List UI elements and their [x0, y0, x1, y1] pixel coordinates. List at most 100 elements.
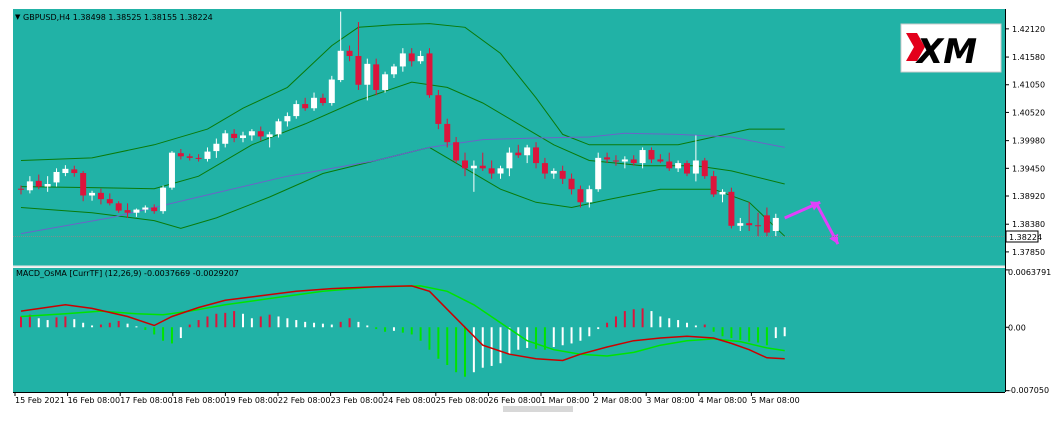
candle-body: [151, 207, 158, 212]
osma-bar: [304, 321, 307, 328]
price-scale: [1005, 9, 1057, 392]
candle-body: [248, 131, 255, 136]
osma-bar: [623, 311, 626, 328]
candle: [373, 58, 380, 96]
price-tick-label: 1.39450: [1012, 164, 1045, 173]
time-tick-label: 3 Mar 08:00: [646, 396, 694, 405]
osma-bar: [765, 327, 768, 346]
osma-bar: [659, 316, 662, 328]
osma-bar: [481, 327, 484, 368]
osma-bar: [570, 327, 573, 344]
candle: [586, 185, 593, 208]
osma-bar: [641, 308, 644, 328]
candle: [559, 165, 566, 184]
candle: [710, 170, 717, 198]
candle: [275, 118, 282, 138]
osma-bar: [632, 309, 635, 328]
candle-body: [772, 217, 779, 232]
osma-bar: [108, 322, 111, 328]
price-tick-label: 1.42120: [1012, 25, 1045, 34]
osma-bar: [242, 313, 244, 328]
candle-body: [612, 160, 619, 162]
price-axis-ticks: 1.42120 1.41580 1.41050 1.40520 1.39980 1.394…: [1005, 25, 1051, 395]
osma-bar: [64, 316, 67, 328]
osma-bar: [455, 327, 458, 373]
candle-body: [53, 171, 60, 183]
candle-body: [213, 143, 220, 152]
candle-body: [124, 210, 131, 213]
candle: [186, 153, 193, 161]
candle-body: [328, 79, 335, 104]
forecast-arrows: [784, 200, 840, 245]
horizontal-scrollbar-thumb[interactable]: [503, 406, 573, 412]
candle-body: [266, 134, 273, 137]
osma-tick-label: 0.00: [1008, 323, 1026, 332]
osma-bar: [774, 327, 777, 339]
candle-body: [337, 50, 344, 81]
candle: [328, 75, 335, 106]
candle: [106, 193, 113, 206]
osma-bar: [517, 327, 520, 350]
candle-body: [675, 163, 682, 169]
candle-body: [630, 159, 637, 164]
candle: [746, 202, 753, 232]
symbol-header: GBPUSD,H4 1.38498 1.38525 1.38155 1.3822…: [23, 13, 213, 22]
candle: [630, 155, 637, 166]
candle: [240, 131, 246, 143]
candle: [53, 168, 60, 187]
candle-body: [115, 203, 122, 211]
candle: [470, 160, 477, 192]
osma-bar: [783, 327, 786, 337]
chevron-down-icon[interactable]: ▼: [15, 13, 21, 21]
candle-body: [621, 159, 628, 162]
price-tick-label: 1.38380: [1012, 220, 1045, 229]
candle-body: [746, 223, 753, 226]
candle-body: [195, 157, 202, 159]
candle-body: [240, 135, 246, 139]
osma-bar: [117, 320, 120, 328]
time-axis-ticks: 15 Feb 2021 16 Feb 08:00 17 Feb 08:00 18 Fe…: [14, 392, 800, 405]
osma-bar: [357, 321, 360, 328]
osma-bar: [375, 327, 378, 330]
osma-bar: [757, 327, 760, 343]
time-tick-label: 15 Feb 2021: [15, 396, 65, 405]
osma-bar: [20, 316, 22, 328]
candle: [311, 92, 318, 111]
macd-line: [20, 285, 785, 362]
time-tick-label: 24 Feb 08:00: [383, 396, 435, 405]
candle: [648, 147, 655, 164]
osma-bar: [490, 327, 493, 366]
osma-bar: [224, 312, 227, 328]
candle: [524, 144, 531, 164]
candle-body: [399, 53, 406, 67]
candle-body: [515, 152, 522, 156]
osma-header: MACD_OsMA [CurrTF] (12,26,9) -0.0037669 …: [16, 269, 239, 278]
osma-bar: [295, 320, 298, 328]
candle-body: [160, 187, 167, 212]
candle: [293, 100, 300, 119]
candle-body: [133, 209, 140, 213]
candle-body: [319, 97, 326, 104]
candle-body: [284, 116, 291, 122]
candle: [44, 176, 51, 192]
candle: [364, 58, 371, 101]
osma-bar: [277, 316, 280, 328]
bollinger-upper-line: [20, 23, 785, 161]
price-panel[interactable]: [13, 9, 1005, 266]
osma-bar: [233, 311, 236, 328]
candle: [479, 152, 486, 171]
osma-bar: [37, 318, 40, 328]
osma-bar: [597, 327, 600, 330]
price-tick-label: 1.38920: [1012, 192, 1045, 201]
xm-logo-text: XM: [915, 32, 977, 72]
osma-bar: [730, 327, 733, 339]
osma-bar: [437, 327, 440, 359]
osma-bar: [82, 322, 85, 328]
time-tick-label: 16 Feb 08:00: [68, 396, 120, 405]
candle: [763, 207, 770, 237]
candle-body: [71, 169, 78, 174]
osma-bar: [162, 327, 165, 341]
candle-body: [44, 183, 51, 187]
